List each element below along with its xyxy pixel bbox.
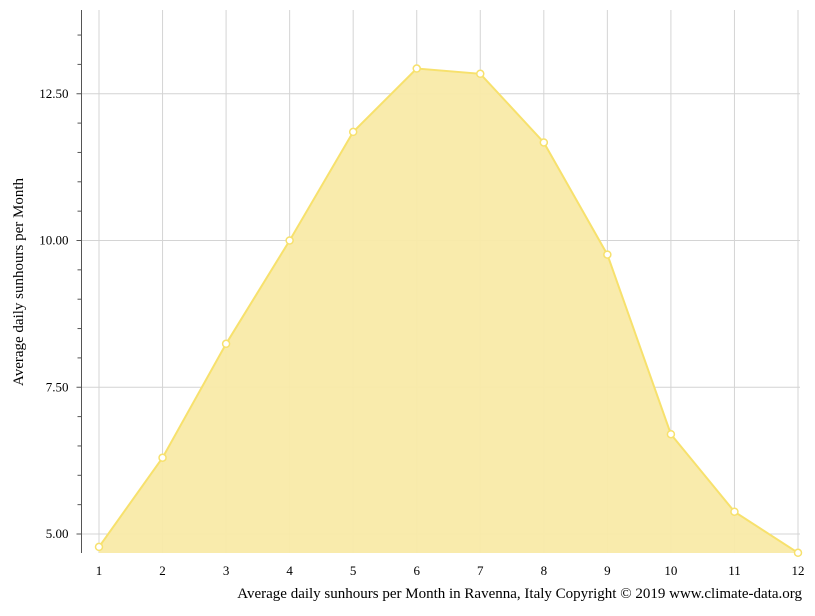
x-tick-label: 4 — [286, 563, 293, 578]
x-tick-label: 6 — [413, 563, 420, 578]
data-point — [539, 138, 549, 147]
data-points — [94, 64, 803, 558]
data-point — [666, 429, 676, 439]
data-point — [94, 542, 104, 552]
x-tick-label: 10 — [664, 563, 677, 578]
y-axis-title: Average daily sunhours per Month — [11, 178, 27, 387]
data-point — [348, 127, 358, 137]
area-series — [98, 67, 799, 554]
area-fill — [99, 68, 798, 553]
y-tick-label: 5.00 — [46, 526, 69, 541]
x-tick-label: 2 — [159, 563, 166, 578]
x-tick-label: 5 — [350, 563, 357, 578]
data-point — [603, 250, 612, 259]
axes — [76, 10, 82, 553]
data-point — [158, 453, 167, 462]
x-tick-label: 9 — [604, 563, 611, 578]
data-point — [793, 548, 803, 558]
x-tick-label: 8 — [541, 563, 548, 578]
chart-caption: Average daily sunhours per Month in Rave… — [237, 586, 802, 602]
x-tick-label: 12 — [792, 563, 805, 578]
y-tick-label: 12.50 — [39, 86, 68, 101]
data-point — [730, 507, 739, 516]
data-point — [221, 339, 231, 349]
x-tick-label: 11 — [728, 563, 741, 578]
x-tick-label: 7 — [477, 563, 484, 578]
x-tick-label: 3 — [223, 563, 230, 578]
y-tick-label: 10.00 — [39, 233, 68, 248]
data-point — [476, 69, 485, 79]
data-point — [412, 64, 421, 73]
series-line — [98, 67, 799, 554]
data-point — [285, 236, 294, 245]
y-tick-label: 7.50 — [46, 379, 69, 394]
x-tick-label: 1 — [96, 563, 103, 578]
